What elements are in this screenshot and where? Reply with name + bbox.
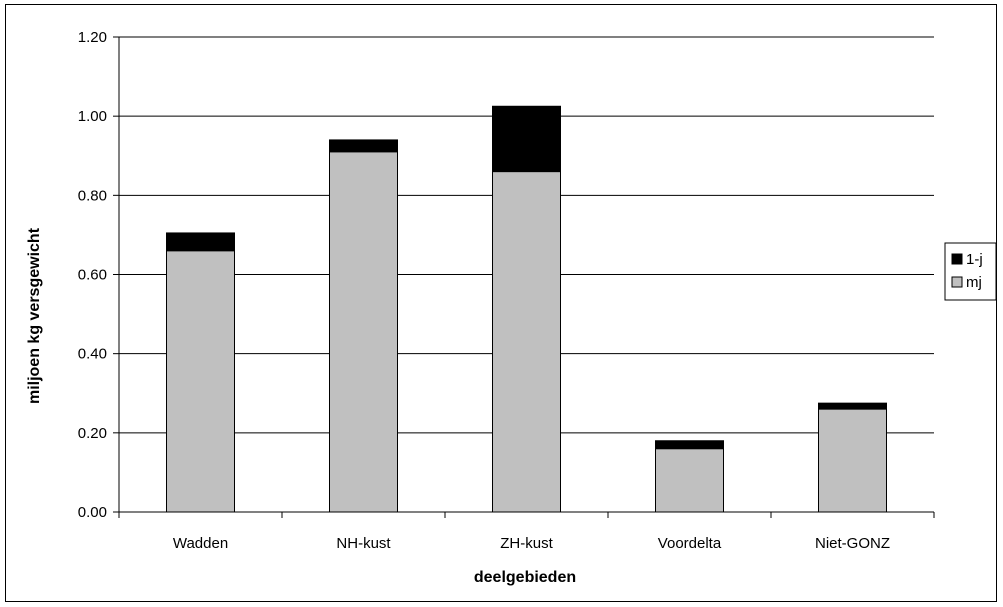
- legend-swatch-1-j: [951, 253, 963, 265]
- bar-segment-mj: [166, 250, 235, 513]
- bar-segment-mj: [329, 151, 398, 513]
- x-axis-title: deelgebieden: [474, 569, 576, 586]
- y-tick-label: 0.60: [78, 267, 107, 284]
- y-tick-label: 0.40: [78, 346, 107, 363]
- bar-segment-1-j: [655, 440, 724, 450]
- x-tick-label: Voordelta: [658, 535, 722, 552]
- tick-labels: 0.00 0.20 0.40 0.60 0.80 1.00 1.20 Wadden NH-kus…: [78, 29, 890, 552]
- x-tick-label: Niet-GONZ: [815, 535, 890, 552]
- x-tick-label: NH-kust: [336, 535, 391, 552]
- legend-box: [944, 242, 997, 301]
- bar-segment-1-j: [329, 139, 398, 153]
- bar-segment-1-j: [492, 105, 561, 173]
- y-tick-label: 0.00: [78, 504, 107, 521]
- bar-segment-mj: [818, 408, 887, 513]
- bar-segment-mj: [655, 448, 724, 513]
- legend-label-1-j: 1-j: [966, 251, 983, 268]
- legend-swatch-mj: [951, 276, 963, 288]
- y-tick-label: 0.20: [78, 425, 107, 442]
- bar-segment-1-j: [818, 402, 887, 410]
- y-tick-label: 1.00: [78, 108, 107, 125]
- y-axis-title: miljoen kg versgewicht: [26, 227, 43, 404]
- bar-segment-mj: [492, 171, 561, 513]
- bar-segment-1-j: [166, 232, 235, 252]
- x-tick-label: Wadden: [173, 535, 228, 552]
- bars: [166, 105, 887, 513]
- axes: [113, 36, 935, 518]
- x-tick-label: ZH-kust: [500, 535, 553, 552]
- legend: 1-j mj: [944, 242, 997, 301]
- y-tick-label: 1.20: [78, 29, 107, 46]
- y-tick-label: 0.80: [78, 187, 107, 204]
- legend-label-mj: mj: [966, 274, 982, 291]
